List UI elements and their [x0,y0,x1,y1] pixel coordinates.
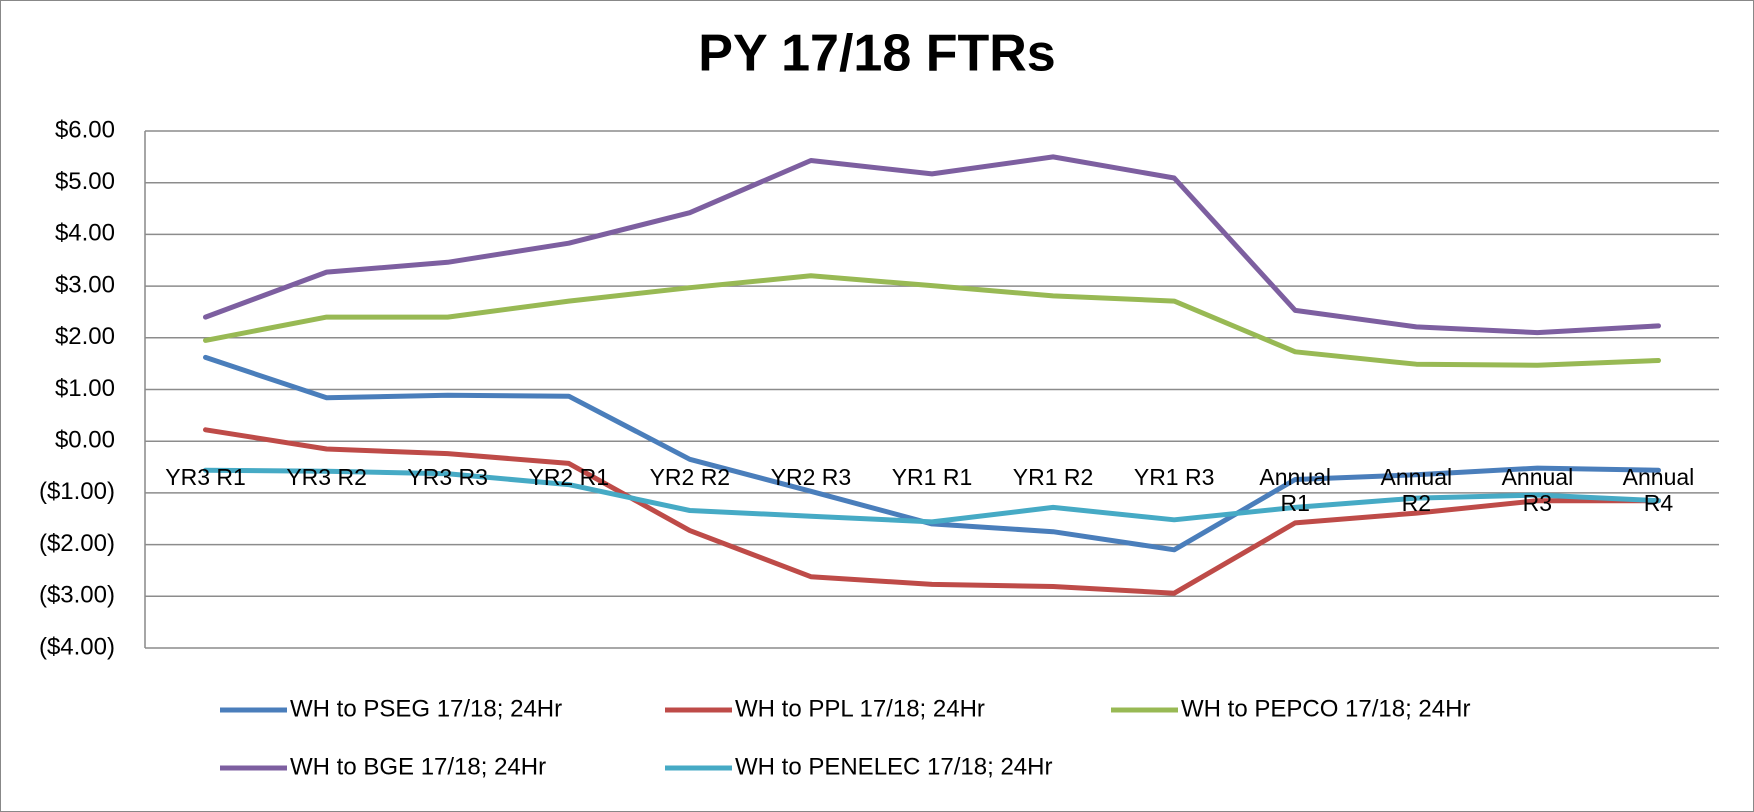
y-tick-label: ($3.00) [39,582,115,609]
x-tick-label: Annual R3 [1501,464,1574,517]
x-tick-label: YR1 R3 [1133,464,1215,491]
series-line [203,273,1661,368]
x-tick-label: YR3 R2 [286,464,367,491]
x-tick-label: YR1 R1 [891,464,973,491]
legend-label: WH to PEPCO 17/18; 24Hr [1181,695,1470,722]
series-line [203,427,1661,596]
x-tick-label: YR2 R1 [528,464,610,491]
y-tick-label: ($4.00) [39,633,115,660]
legend-label: WH to PSEG 17/18; 24Hr [290,695,562,722]
legend-label: WH to PENELEC 17/18; 24Hr [735,753,1052,780]
x-tick-label: YR3 R1 [165,464,246,491]
x-tick-label: Annual R4 [1622,464,1695,517]
y-tick-label: $6.00 [55,116,115,143]
x-tick-label: Annual R1 [1259,464,1332,517]
legend-label: WH to PPL 17/18; 24Hr [735,695,985,722]
y-tick-label: $3.00 [55,271,115,298]
x-tick-label: YR3 R3 [407,464,488,491]
series-line [203,154,1661,336]
legend-label: WH to BGE 17/18; 24Hr [290,753,546,780]
y-tick-label: ($1.00) [39,478,115,505]
y-tick-label: $0.00 [55,427,115,454]
x-tick-label: YR2 R2 [649,464,731,491]
y-tick-label: $2.00 [55,323,115,350]
chart-title: PY 17/18 FTRs [698,25,1055,83]
x-tick-label: YR2 R3 [770,464,852,491]
y-tick-label: $5.00 [55,168,115,195]
y-tick-label: $4.00 [55,220,115,247]
series-line [203,467,1661,525]
x-tick-label: Annual R2 [1380,464,1453,517]
y-tick-label: $1.00 [55,375,115,402]
y-tick-label: ($2.00) [39,530,115,557]
x-tick-label: YR1 R2 [1012,464,1094,491]
